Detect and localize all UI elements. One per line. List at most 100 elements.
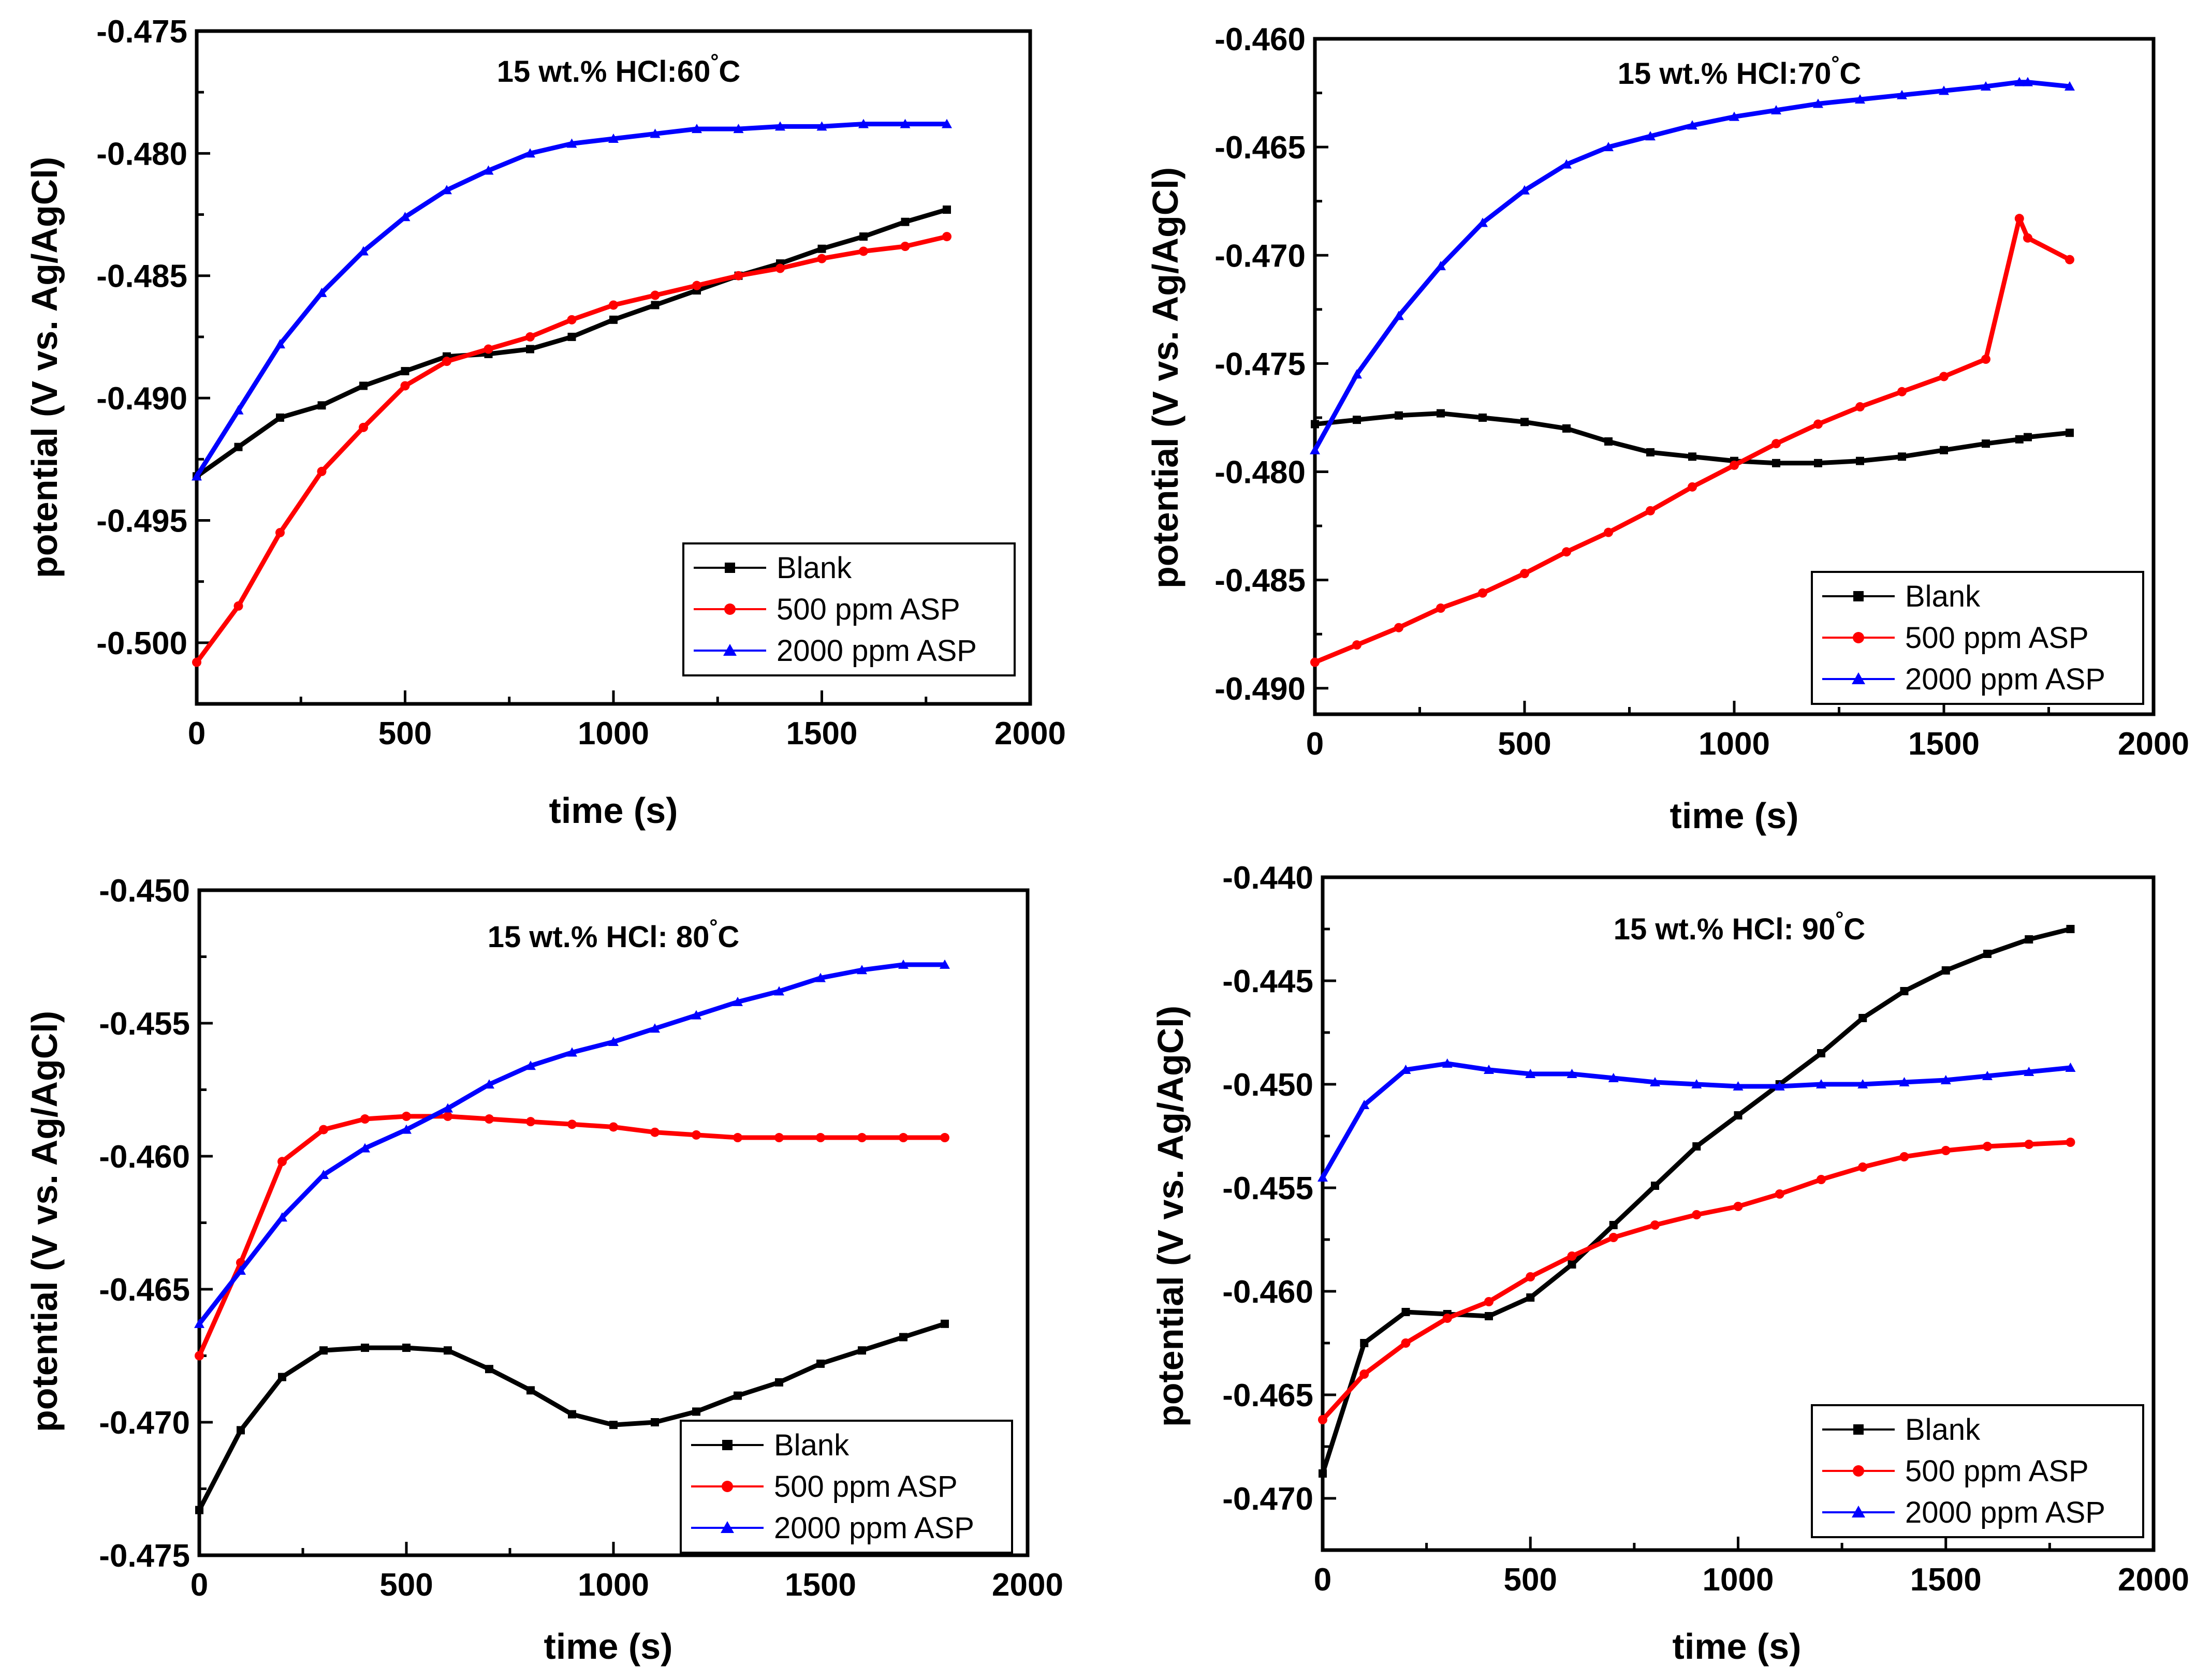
x-tick-label: 1500	[786, 716, 858, 751]
circle-marker	[817, 254, 827, 263]
legend-label: 500 ppm ASP	[777, 593, 960, 626]
triangle-marker	[900, 119, 911, 128]
square-marker	[1609, 1221, 1618, 1229]
circle-marker	[400, 381, 410, 391]
legend-label: Blank	[777, 551, 852, 585]
axes-ticks: 0 500 1000 1500 2000 -0.490 -0.485 -0.480 -0.475…	[1214, 22, 2189, 762]
y-axis-label: potential (V vs. Ag/AgCl)	[1145, 167, 1185, 588]
triangle-marker	[942, 119, 952, 128]
x-tick-label: 1000	[1698, 726, 1770, 762]
circle-marker	[1858, 1162, 1868, 1172]
legend-item-500ppm: 500 ppm ASP	[1822, 1454, 2089, 1488]
square-marker	[1692, 1142, 1701, 1151]
legend: Blank 500 ppm ASP 2000 ppm ASP	[1811, 1404, 2144, 1538]
legend-label: 2000 ppm ASP	[774, 1511, 974, 1545]
y-tick-label: -0.440	[1222, 860, 1313, 896]
triangle-marker	[1733, 1081, 1744, 1090]
square-marker	[1401, 1308, 1410, 1316]
square-marker	[278, 1373, 286, 1381]
legend-item-500ppm: 500 ppm ASP	[1822, 621, 2089, 655]
y-tick-label: -0.475	[99, 1538, 190, 1574]
data-series	[1317, 925, 2076, 1478]
x-tick-label: 500	[379, 1567, 433, 1603]
panel-title: 15 wt.% HCl:60°C	[497, 50, 740, 89]
circle-marker	[1436, 603, 1445, 613]
circle-marker	[900, 242, 910, 251]
triangle-marker	[1855, 94, 1865, 104]
circle-marker	[857, 1133, 867, 1143]
triangle-marker	[400, 212, 411, 222]
square-marker	[1478, 413, 1487, 422]
triangle-marker-icon	[721, 1521, 734, 1533]
series-line	[1314, 411, 2070, 466]
x-tick-label: 1000	[1703, 1562, 1774, 1598]
circle-marker	[1733, 1202, 1743, 1211]
circle-marker	[650, 1127, 660, 1137]
legend-item-blank: Blank	[694, 551, 852, 585]
y-tick-label: -0.470	[1222, 1481, 1313, 1517]
legend-label: 500 ppm ASP	[774, 1470, 958, 1504]
circle-marker	[1484, 1297, 1493, 1306]
circle-marker	[525, 332, 535, 342]
y-tick-label: -0.450	[1222, 1067, 1313, 1103]
triangle-marker	[1352, 369, 1362, 379]
circle-marker	[442, 357, 451, 366]
triangle-marker	[2065, 1063, 2076, 1072]
circle-marker	[319, 1125, 328, 1134]
triangle-marker	[774, 986, 784, 996]
square-marker	[402, 1344, 411, 1352]
square-marker	[816, 1359, 825, 1368]
circle-marker-icon	[724, 603, 736, 615]
legend-item-2000ppm: 2000 ppm ASP	[1822, 1496, 2105, 1529]
circle-marker	[233, 601, 243, 611]
triangle-marker	[275, 339, 285, 349]
y-tick-label: -0.460	[99, 1139, 190, 1175]
square-marker	[609, 315, 618, 324]
square-marker	[1520, 418, 1529, 426]
y-tick-label: -0.465	[1222, 1378, 1313, 1413]
square-marker	[1814, 459, 1822, 467]
legend-item-500ppm: 500 ppm ASP	[691, 1470, 958, 1504]
square-marker	[1688, 452, 1696, 461]
triangle-marker	[608, 1036, 619, 1046]
y-tick-label: -0.470	[1214, 238, 1306, 274]
legend: Blank 500 ppm ASP 2000 ppm ASP	[682, 542, 1016, 676]
circle-marker	[360, 1114, 370, 1124]
y-tick-label: -0.480	[1214, 455, 1306, 491]
circle-marker	[692, 1130, 701, 1140]
square-marker	[485, 1365, 493, 1374]
circle-marker	[2024, 1140, 2034, 1149]
triangle-marker	[1729, 111, 1739, 121]
y-tick-label: -0.460	[1214, 22, 1306, 57]
circle-marker	[1897, 387, 1907, 396]
y-tick-label: -0.460	[1222, 1274, 1313, 1310]
triangle-marker	[2064, 81, 2075, 91]
circle-marker	[1646, 506, 1655, 515]
square-marker	[1485, 1312, 1493, 1320]
triangle-marker	[691, 1010, 701, 1020]
square-marker	[1940, 446, 1948, 454]
triangle-marker	[1857, 1079, 1868, 1088]
series-blank	[195, 1319, 949, 1514]
triangle-marker	[733, 996, 743, 1006]
square-marker	[1562, 424, 1571, 433]
circle-marker	[1855, 402, 1865, 412]
panel-title-unit: C	[1843, 912, 1865, 946]
triangle-marker	[318, 1169, 329, 1179]
triangle-marker	[650, 128, 661, 138]
square-marker	[526, 345, 534, 353]
triangle-marker	[1939, 85, 1949, 95]
triangle-marker	[1436, 261, 1446, 271]
legend-label: 2000 ppm ASP	[1905, 662, 2105, 696]
triangle-marker	[192, 471, 202, 481]
triangle-marker	[566, 138, 577, 148]
series-line	[1313, 80, 2070, 451]
square-marker	[237, 1426, 245, 1435]
triangle-marker	[2024, 1067, 2034, 1076]
legend-item-2000ppm: 2000 ppm ASP	[694, 634, 977, 668]
circle-marker	[734, 271, 743, 281]
x-axis-label: time (s)	[1670, 795, 1799, 836]
circle-marker	[1567, 1251, 1577, 1261]
y-tick-label: -0.450	[99, 873, 190, 909]
triangle-marker	[692, 124, 702, 134]
